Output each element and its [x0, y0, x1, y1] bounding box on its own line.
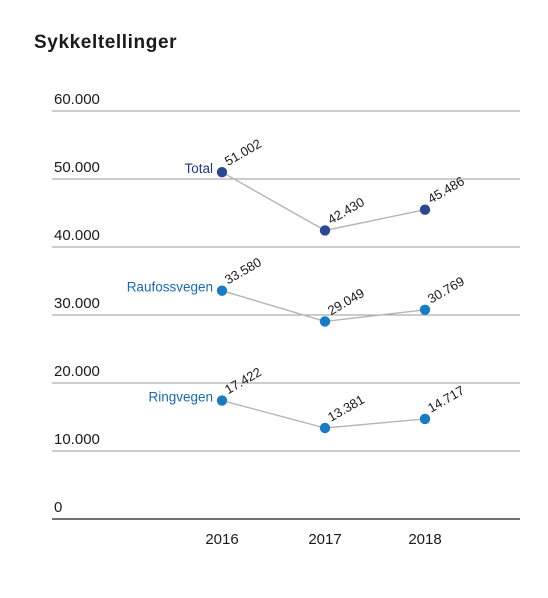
y-tick-label: 30.000 — [54, 295, 100, 312]
data-point — [419, 204, 431, 215]
gridlines — [52, 110, 520, 452]
data-point — [419, 304, 431, 315]
data-label: 17.422 — [222, 364, 264, 397]
y-tick-label: 60.000 — [54, 91, 100, 108]
data-label: 29.049 — [325, 285, 367, 318]
y-tick-label: 40.000 — [54, 227, 100, 244]
y-tick-label: 0 — [54, 499, 62, 516]
data-point — [216, 166, 228, 178]
data-point — [216, 395, 228, 406]
series-line — [221, 171, 426, 232]
data-point — [319, 225, 331, 236]
data-point — [216, 285, 228, 296]
x-axis-ticks: 2016 2017 2018 — [205, 531, 441, 548]
y-tick-label: 50.000 — [54, 159, 100, 176]
y-tick-label: 20.000 — [54, 363, 100, 380]
x-tick-label: 2018 — [408, 531, 441, 548]
data-label: 14.717 — [425, 383, 467, 416]
data-label: 42.430 — [325, 194, 367, 227]
data-point — [319, 316, 331, 327]
series-label: Ringvegen — [148, 390, 213, 405]
series-points — [216, 166, 431, 434]
data-point — [319, 422, 331, 434]
x-tick-label: 2017 — [308, 531, 341, 548]
y-tick-label: 10.000 — [54, 431, 100, 448]
data-label: 51.002 — [222, 136, 264, 169]
data-label: 45.486 — [425, 173, 467, 206]
series-lines — [221, 171, 426, 429]
chart-title: Sykkeltellinger — [34, 32, 178, 53]
data-label: 13.381 — [325, 392, 367, 425]
data-label: 33.580 — [222, 254, 264, 287]
series-label: Total — [184, 161, 213, 176]
x-tick-label: 2016 — [205, 531, 238, 548]
y-axis-ticks: 60.000 50.000 40.000 30.000 20.000 10.000 0 — [54, 91, 100, 516]
series-label: Raufossvegen — [127, 280, 213, 295]
data-point — [419, 413, 431, 425]
data-label: 30.769 — [425, 273, 467, 306]
